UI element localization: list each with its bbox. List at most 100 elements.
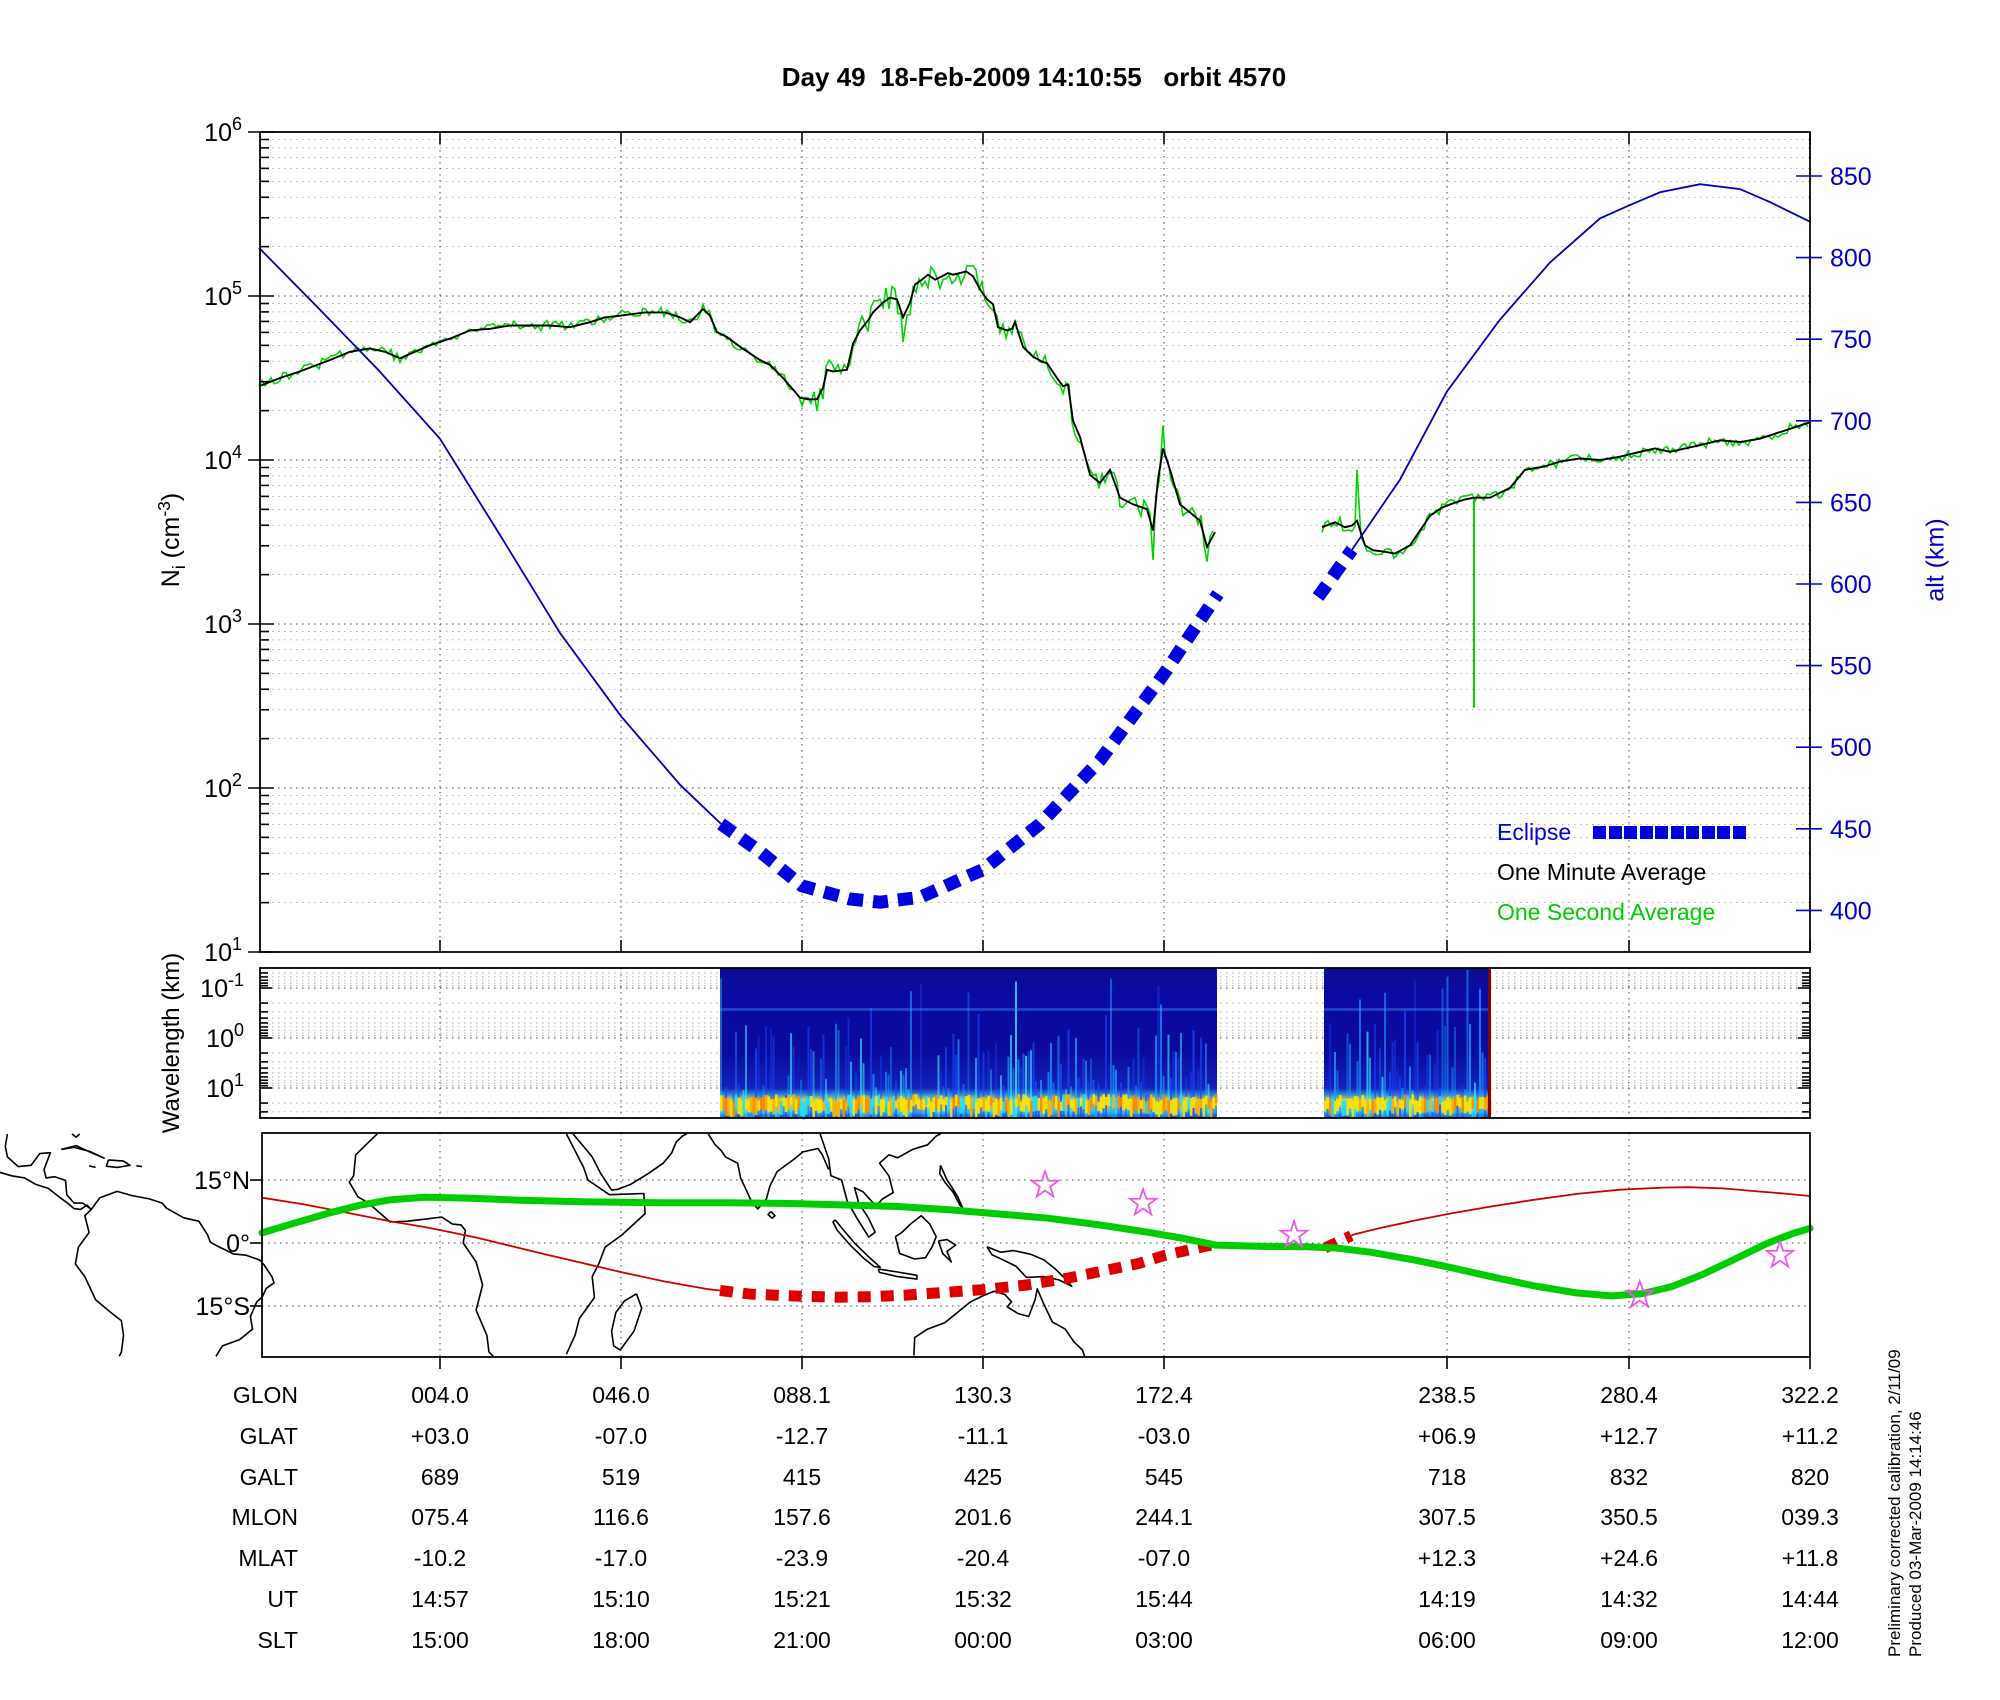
table-cell: 14:44	[1781, 1586, 1839, 1612]
table-cell: 15:00	[411, 1627, 469, 1653]
map-tick-label: 0°	[226, 1230, 250, 1258]
legend-label-eclipse: Eclipse	[1497, 819, 1572, 845]
eclipse-dash-swatch	[1593, 825, 1748, 839]
table-cell: 322.2	[1781, 1382, 1839, 1408]
spectrogram-panel	[720, 968, 1492, 1120]
table-cell: +12.7	[1599, 1423, 1659, 1449]
table-row-label-galt: GALT	[239, 1464, 298, 1490]
magnetic-equator-line	[258, 1193, 1814, 1300]
coastline	[986, 1246, 1073, 1287]
alt-tick-label: 700	[1830, 408, 1872, 436]
table-cell: 06:00	[1418, 1627, 1476, 1653]
coastline	[61, 1144, 105, 1159]
alt-tick-label: 500	[1830, 734, 1872, 762]
alt-tick-label: 750	[1830, 326, 1872, 354]
legend-item-eclipse: Eclipse	[1497, 812, 1748, 852]
altitude-curve	[258, 247, 722, 825]
one-second-curve	[1321, 421, 1809, 560]
coastline	[767, 1210, 776, 1219]
coastline	[74, 1208, 125, 1357]
coastline	[832, 1219, 882, 1269]
one-minute-curve	[258, 270, 1216, 550]
table-cell: -07.0	[594, 1423, 648, 1449]
table-cell: 14:19	[1418, 1586, 1476, 1612]
table-cell: -20.4	[956, 1545, 1010, 1571]
table-cell: 130.3	[954, 1382, 1012, 1408]
one-minute-curve	[1321, 421, 1811, 555]
legend-item-one-second: One Second Average	[1497, 892, 1748, 932]
star-marker	[1029, 1168, 1061, 1199]
map-tick-label: 15°S	[196, 1293, 250, 1321]
table-cell: 244.1	[1135, 1504, 1193, 1530]
star-marker	[1623, 1278, 1656, 1309]
axis-tick-label: 10-1	[200, 970, 244, 1003]
table-cell: 15:44	[1135, 1586, 1193, 1612]
coastline	[90, 1190, 263, 1263]
table-row-label-mlon: MLON	[231, 1504, 298, 1530]
table-cell: +06.9	[1417, 1423, 1477, 1449]
coastline	[894, 1214, 937, 1260]
coastline	[937, 1238, 957, 1263]
map-tick-label: 15°N	[194, 1167, 250, 1195]
coastline	[0, 1133, 93, 1211]
axis-tick-label: 104	[204, 442, 242, 475]
table-cell: 238.5	[1418, 1382, 1476, 1408]
table-cell: 18:00	[592, 1627, 650, 1653]
legend: Eclipse One Minute Average One Second Av…	[1497, 812, 1748, 932]
altitude-curve	[1351, 183, 1811, 551]
table-cell: 088.1	[773, 1382, 831, 1408]
coastline	[610, 1293, 643, 1351]
coastline	[572, 1133, 688, 1191]
wavelength-axis-label: Wavelength (km)	[158, 952, 185, 1134]
axis-tick-label: 102	[204, 770, 242, 803]
coastline	[71, 1133, 81, 1138]
table-cell: 14:32	[1600, 1586, 1658, 1612]
table-cell: +03.0	[410, 1423, 470, 1449]
alt-tick-label: 650	[1830, 489, 1872, 517]
coastline	[565, 1133, 646, 1355]
axis-tick-label: 100	[206, 1020, 244, 1053]
density-plot	[258, 183, 1811, 909]
alt-axis-label: alt (km)	[1921, 518, 1950, 602]
coastline	[819, 1133, 941, 1238]
table-cell: 718	[1427, 1464, 1467, 1490]
legend-label-one-minute: One Minute Average	[1497, 859, 1707, 885]
table-row-label-glat: GLAT	[239, 1423, 298, 1449]
alt-tick-label: 850	[1830, 163, 1872, 191]
table-cell: -10.2	[413, 1545, 467, 1571]
table-cell: 075.4	[411, 1504, 469, 1530]
table-cell: 046.0	[592, 1382, 650, 1408]
table-cell: 832	[1609, 1464, 1649, 1490]
table-cell: 09:00	[1600, 1627, 1658, 1653]
table-cell: -11.1	[957, 1423, 1009, 1449]
note-line-2: Produced 03-Mar-2009 14:14:46	[1906, 1411, 1925, 1657]
axis-tick-label: 101	[204, 934, 242, 967]
table-cell: +11.2	[1781, 1423, 1839, 1449]
frames-and-ticks	[248, 131, 1822, 1369]
legend-label-one-second: One Second Average	[1497, 899, 1716, 925]
page-title: Day 49 18-Feb-2009 14:10:55 orbit 4570	[781, 62, 1287, 92]
orbit-track-eclipse-dash	[719, 1238, 1217, 1303]
coastline	[136, 1165, 143, 1168]
table-cell: -03.0	[1137, 1423, 1191, 1449]
table-cell: 15:32	[954, 1586, 1012, 1612]
table-cell: 425	[963, 1464, 1003, 1490]
alt-tick-label: 800	[1830, 245, 1872, 273]
ni-axis-label: Ni (cm-3)	[153, 492, 190, 588]
table-cell: 350.5	[1600, 1504, 1658, 1530]
table-cell: -17.0	[594, 1545, 648, 1571]
alt-tick-label: 400	[1830, 897, 1872, 925]
table-cell: 519	[601, 1464, 641, 1490]
table-cell: 03:00	[1135, 1627, 1193, 1653]
table-cell: 415	[782, 1464, 822, 1490]
alt-tick-label: 450	[1830, 816, 1872, 844]
table-cell: 15:21	[773, 1586, 831, 1612]
table-cell: 21:00	[773, 1627, 831, 1653]
table-cell: 004.0	[411, 1382, 469, 1408]
coastline	[348, 1133, 494, 1357]
star-marker	[1127, 1186, 1160, 1217]
coastline	[88, 1165, 96, 1169]
table-cell: 280.4	[1600, 1382, 1658, 1408]
table-row-label-mlat: MLAT	[238, 1545, 298, 1571]
